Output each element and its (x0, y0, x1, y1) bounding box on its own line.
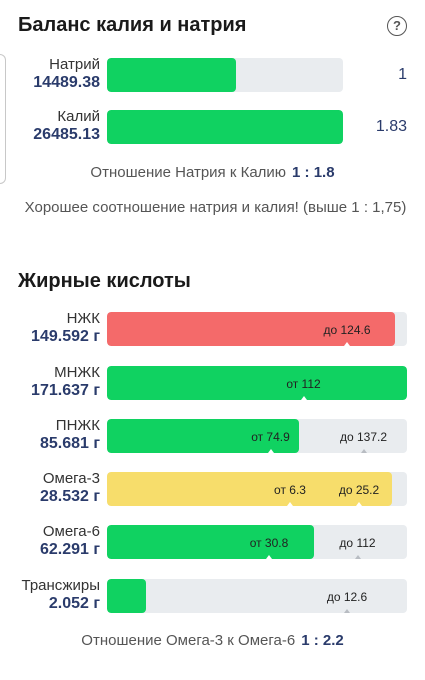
fatty-acid-bar-track: от 74.9 до 137.2 (107, 419, 407, 453)
fatty-acid-bar-fill (107, 472, 392, 506)
omega-ratio: Отношение Омега-3 к Омега-6 1 : 2.2 (0, 632, 425, 649)
range-marker-tick (266, 555, 272, 559)
fatty-acid-bar-track: от 6.3 до 25.2 (107, 472, 407, 506)
fatty-acid-row: МНЖК 171.637 г от 112 (0, 362, 425, 406)
range-marker-label: до 124.6 (323, 323, 371, 337)
fatty-acid-name: Омега-3 (42, 470, 100, 487)
sodium-potassium-ratio-value: 1 : 1.8 (292, 164, 335, 181)
fatty-acid-bar-fill (107, 312, 395, 346)
fatty-acid-bar-fill (107, 579, 146, 613)
sodium-row: Натрий 14489.38 1 (0, 54, 425, 98)
fatty-acid-bar-track: от 30.8 до 112 (107, 525, 407, 559)
range-marker-label: до 112 (339, 536, 376, 550)
section-title-potassium-sodium: Баланс калия и натрия (18, 14, 247, 36)
fatty-acid-bar-track: до 12.6 (107, 579, 407, 613)
sodium-potassium-ratio-label: Отношение Натрия к Калию (90, 164, 287, 181)
fatty-acid-row: Омега-6 62.291 г от 30.8 до 112 (0, 521, 425, 565)
range-marker-label: от 30.8 (249, 536, 289, 550)
fatty-acid-value: 28.532 г (39, 488, 100, 505)
fatty-acid-row: ПНЖК 85.681 г от 74.9 до 137.2 (0, 415, 425, 459)
fatty-acid-value: 149.592 г (31, 328, 100, 345)
potassium-bar-track (107, 110, 343, 144)
potassium-row: Калий 26485.13 1.83 (0, 106, 425, 150)
sodium-ratio: 1 (398, 66, 407, 83)
fatty-acid-name: ПНЖК (55, 417, 100, 434)
fatty-acid-row: НЖК 149.592 г до 124.6 (0, 308, 425, 352)
fatty-acid-value: 2.052 г (48, 595, 100, 612)
sodium-label: Натрий (49, 56, 100, 73)
range-marker-tick (354, 555, 361, 559)
fatty-acid-value: 171.637 г (31, 382, 100, 399)
range-marker-label: от 112 (286, 377, 321, 391)
range-marker-label: от 6.3 (274, 483, 306, 497)
range-marker-tick (344, 609, 350, 613)
balance-note: Хорошее соотношение натрия и калия! (выш… (24, 199, 407, 216)
range-marker-tick (267, 449, 274, 453)
range-marker-tick (344, 342, 350, 346)
fatty-acid-bar-track: до 124.6 (107, 312, 407, 346)
omega-ratio-label: Отношение Омега-3 к Омега-6 (81, 632, 296, 649)
range-marker-label: до 137.2 (339, 430, 388, 444)
range-marker-label: от 74.9 (251, 430, 290, 444)
range-marker-tick (360, 449, 367, 453)
range-marker-label: до 25.2 (338, 483, 380, 497)
fatty-acid-row: Трансжиры 2.052 г до 12.6 (0, 575, 425, 619)
fatty-acid-name: НЖК (66, 310, 100, 327)
sodium-bar-fill (107, 58, 236, 92)
sodium-bar-track (107, 58, 343, 92)
sodium-value: 14489.38 (33, 74, 100, 91)
sodium-potassium-ratio: Отношение Натрия к Калию 1 : 1.8 (0, 164, 425, 181)
fatty-acid-bar-fill (107, 525, 314, 559)
section-title-fatty-acids: Жирные кислоты (18, 270, 191, 292)
fatty-acid-bar-track: от 112 (107, 366, 407, 400)
range-marker-label: до 12.6 (326, 590, 368, 604)
fatty-acid-bar-fill (107, 419, 299, 453)
range-marker-tick (287, 502, 293, 506)
help-icon[interactable]: ? (387, 16, 407, 36)
fatty-acid-value: 85.681 г (39, 435, 100, 452)
fatty-acid-name: Трансжиры (21, 577, 101, 594)
potassium-label: Калий (57, 108, 100, 125)
potassium-ratio: 1.83 (375, 118, 407, 135)
potassium-value: 26485.13 (33, 126, 100, 143)
fatty-acid-name: Омега-6 (42, 523, 100, 540)
range-marker-tick (300, 396, 307, 400)
fatty-acid-row: Омега-3 28.532 г от 6.3 до 25.2 (0, 468, 425, 512)
fatty-acid-value: 62.291 г (39, 541, 100, 558)
range-marker-tick (356, 502, 362, 506)
potassium-bar-fill (107, 110, 343, 144)
omega-ratio-value: 1 : 2.2 (301, 632, 344, 649)
fatty-acid-name: МНЖК (54, 364, 100, 381)
fatty-acid-bar-fill (107, 366, 407, 400)
